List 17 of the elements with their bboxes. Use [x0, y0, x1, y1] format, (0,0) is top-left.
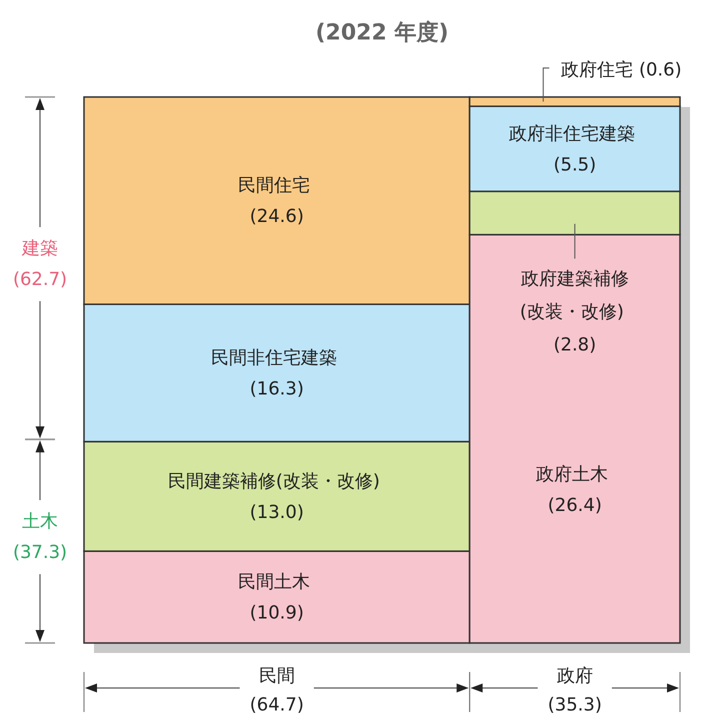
data-label: 政府建築補修(改装・改修) (2.8)	[520, 268, 630, 356]
data-label: 民間非住宅建築 (16.3)	[210, 346, 343, 399]
category-label: 土木	[22, 511, 58, 532]
category-label: 政府	[556, 666, 593, 686]
data-label: 政府住宅 (0.6)	[561, 60, 682, 80]
text: (2022 年度)	[316, 20, 448, 46]
data-label: 政府非住宅建築 (5.5)	[508, 122, 641, 175]
data-label: (35.3)	[548, 694, 602, 716]
data-label: 政府土木 (26.4)	[536, 464, 614, 516]
data-label: (62.7)	[12, 269, 68, 290]
data-label: 民間土木 (10.9)	[238, 571, 316, 624]
data-label: 民間住宅 (24.6)	[238, 174, 316, 227]
category-label: 建築	[21, 238, 58, 260]
data-label: (37.3)	[12, 542, 68, 564]
category-label: 民間	[258, 666, 295, 686]
data-label: (64.7)	[250, 694, 304, 716]
data-label: 民間建築補修(改装・改修) (13.0)	[168, 470, 386, 522]
